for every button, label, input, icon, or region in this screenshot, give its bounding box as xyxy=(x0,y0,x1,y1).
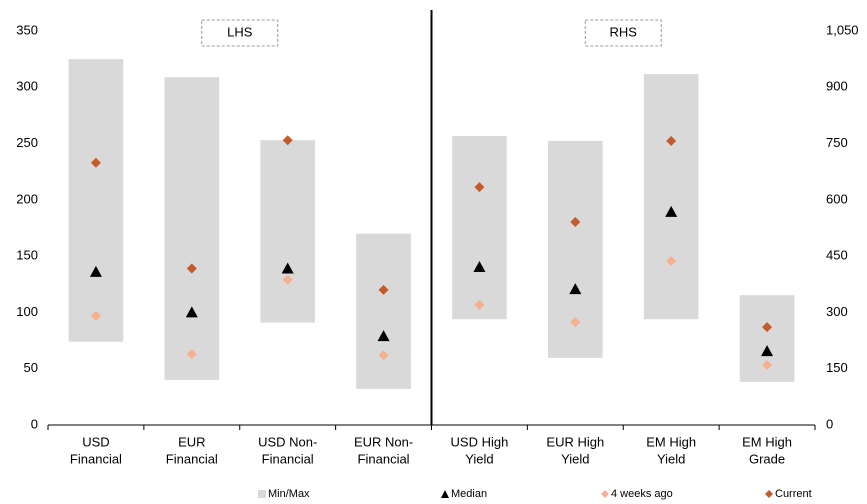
panel-label: RHS xyxy=(610,24,638,39)
x-tick-label: USD xyxy=(82,434,109,449)
y2-tick-label: 900 xyxy=(826,79,848,94)
y-tick-label: 150 xyxy=(16,248,38,263)
range-bar xyxy=(356,233,411,389)
y-tick-label: 50 xyxy=(24,360,38,375)
median-marker xyxy=(89,265,102,277)
median-marker xyxy=(281,262,294,274)
x-tick-label: USD High xyxy=(451,434,509,449)
y2-tick-label: 300 xyxy=(826,304,848,319)
four-weeks-marker xyxy=(90,310,101,321)
y-tick-label: 0 xyxy=(31,416,38,431)
range-bar xyxy=(643,74,699,320)
y-tick-label: 250 xyxy=(16,135,38,150)
y2-tick-label: 150 xyxy=(826,360,848,375)
panel-label: LHS xyxy=(227,24,253,39)
current-marker xyxy=(474,182,485,193)
four-weeks-marker xyxy=(186,349,197,360)
legend-swatch xyxy=(441,490,449,498)
current-marker xyxy=(762,322,773,333)
legend-label: 4 weeks ago xyxy=(611,488,673,500)
x-tick-label: EUR xyxy=(178,434,205,449)
x-tick-label: EM High xyxy=(646,434,696,449)
panel-label-box xyxy=(201,19,279,47)
current-marker xyxy=(186,263,197,274)
current-marker xyxy=(282,135,293,146)
legend-label: Min/Max xyxy=(268,488,310,500)
current-marker xyxy=(90,157,101,168)
x-tick-label: Financial xyxy=(166,451,218,466)
four-weeks-marker xyxy=(474,299,485,310)
range-bar xyxy=(68,59,124,342)
x-tick-label: Yield xyxy=(465,451,493,466)
median-marker xyxy=(377,330,390,342)
four-weeks-marker xyxy=(378,350,389,361)
range-bar xyxy=(452,136,507,320)
four-weeks-marker xyxy=(570,317,581,328)
x-tick-label: Yield xyxy=(561,451,589,466)
median-marker xyxy=(761,345,774,357)
x-tick-label: EUR Non- xyxy=(354,434,413,449)
current-marker xyxy=(378,284,389,295)
four-weeks-marker xyxy=(282,274,293,285)
y2-tick-label: 450 xyxy=(826,248,848,263)
x-tick-label: USD Non- xyxy=(258,434,317,449)
y-tick-label: 300 xyxy=(16,79,38,94)
current-marker xyxy=(570,216,581,227)
median-marker xyxy=(185,306,198,318)
x-tick-label: EUR High xyxy=(546,434,604,449)
x-tick-label: Grade xyxy=(749,451,785,466)
y2-tick-label: 1,050 xyxy=(826,22,859,37)
panel-label-box xyxy=(584,19,662,47)
y2-tick-label: 600 xyxy=(826,191,848,206)
legend-swatch xyxy=(601,490,609,498)
y-tick-label: 200 xyxy=(16,191,38,206)
median-marker xyxy=(473,261,486,273)
y-tick-label: 350 xyxy=(16,22,38,37)
y2-tick-label: 750 xyxy=(826,135,848,150)
legend-label: Current xyxy=(775,488,812,500)
four-weeks-marker xyxy=(666,256,677,267)
legend: Min/Max Median 4 weeks ago Current xyxy=(258,488,812,500)
range-bar xyxy=(164,77,220,380)
legend-swatch xyxy=(765,490,773,498)
range-bar xyxy=(260,140,316,323)
y-tick-label: 100 xyxy=(16,304,38,319)
four-weeks-marker xyxy=(762,359,773,370)
current-marker xyxy=(666,135,677,146)
median-marker xyxy=(665,205,678,217)
x-tick-label: Financial xyxy=(262,451,314,466)
x-tick-label: Financial xyxy=(358,451,410,466)
legend-swatch xyxy=(258,490,266,498)
y2-tick-label: 0 xyxy=(826,416,833,431)
x-tick-label: EM High xyxy=(742,434,792,449)
median-marker xyxy=(569,283,582,295)
x-tick-label: Yield xyxy=(657,451,685,466)
x-tick-label: Financial xyxy=(70,451,122,466)
legend-label: Median xyxy=(451,488,487,500)
